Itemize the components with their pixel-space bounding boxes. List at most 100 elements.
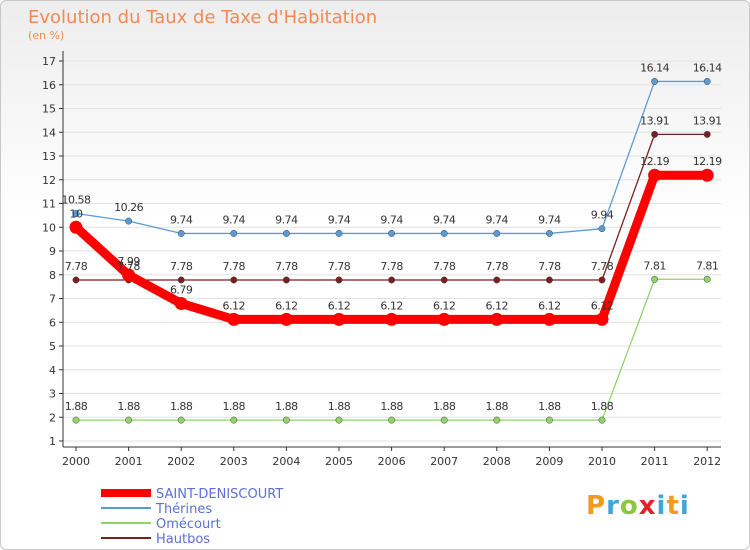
data-label-hautbos: 7.78	[433, 260, 456, 273]
series-line-saint-deniscourt	[71, 170, 712, 324]
x-tick-label: 2006	[378, 455, 406, 468]
data-point-hautbos	[493, 276, 501, 284]
data-label-hautbos: 7.78	[223, 260, 246, 273]
data-label-saint-deniscourt: 6.12	[275, 299, 298, 312]
data-point-saint-deniscourt	[595, 312, 609, 326]
data-point-saint-deniscourt	[279, 312, 293, 326]
data-point-th-rines	[282, 229, 290, 237]
data-label-saint-deniscourt: 12.19	[693, 155, 722, 168]
x-tick-label: 2011	[641, 455, 669, 468]
data-label-om-court: 1.88	[117, 400, 140, 413]
data-label-th-rines: 9.94	[591, 209, 614, 222]
data-label-saint-deniscourt: 12.19	[640, 155, 669, 168]
data-point-om-court	[440, 416, 448, 424]
data-label-om-court: 1.88	[591, 400, 614, 413]
data-point-th-rines	[545, 229, 553, 237]
data-point-saint-deniscourt	[332, 312, 346, 326]
y-tick-label: 9	[49, 245, 56, 258]
data-point-saint-deniscourt	[227, 312, 241, 326]
y-tick-label: 8	[49, 269, 56, 282]
data-label-om-court: 1.88	[223, 400, 246, 413]
proxiti-logo: Proxiti	[586, 491, 690, 521]
y-tick-label: 10	[42, 221, 56, 234]
data-label-th-rines: 9.74	[538, 213, 561, 226]
data-label-th-rines: 9.74	[486, 213, 509, 226]
legend-label: SAINT-DENISCOURT	[156, 487, 283, 502]
data-label-hautbos: 7.78	[538, 260, 561, 273]
data-label-om-court: 1.88	[328, 400, 351, 413]
data-label-hautbos: 7.78	[170, 260, 193, 273]
x-tick-label: 2002	[167, 455, 195, 468]
x-tick-label: 2003	[220, 455, 248, 468]
data-point-hautbos	[440, 276, 448, 284]
data-label-th-rines: 9.74	[223, 213, 246, 226]
data-point-th-rines	[598, 225, 606, 233]
data-label-om-court: 1.88	[486, 400, 509, 413]
y-tick-label: 12	[42, 174, 56, 187]
x-tick-label: 2008	[483, 455, 511, 468]
y-tick-label: 14	[42, 126, 56, 139]
data-point-saint-deniscourt	[437, 312, 451, 326]
data-label-th-rines: 16.14	[640, 61, 669, 74]
x-tick-label: 2005	[325, 455, 353, 468]
data-point-th-rines	[388, 229, 396, 237]
x-tick-label: 2009	[535, 455, 563, 468]
data-label-om-court: 1.88	[538, 400, 561, 413]
data-point-th-rines	[230, 229, 238, 237]
data-label-om-court: 1.88	[170, 400, 193, 413]
data-point-om-court	[651, 275, 659, 283]
data-point-hautbos	[545, 276, 553, 284]
data-label-hautbos: 13.91	[640, 114, 669, 127]
data-point-hautbos	[651, 130, 659, 138]
data-point-th-rines	[177, 229, 185, 237]
data-point-th-rines	[651, 77, 659, 85]
data-label-th-rines: 9.74	[170, 213, 193, 226]
data-point-hautbos	[177, 276, 185, 284]
y-tick-label: 1	[49, 435, 56, 448]
data-point-hautbos	[703, 130, 711, 138]
data-point-om-court	[72, 416, 80, 424]
data-point-th-rines	[125, 217, 133, 225]
data-label-hautbos: 7.78	[328, 260, 351, 273]
data-label-th-rines: 16.14	[693, 61, 722, 74]
data-point-om-court	[598, 416, 606, 424]
y-tick-label: 7	[49, 293, 56, 306]
data-point-om-court	[230, 416, 238, 424]
data-label-om-court: 1.88	[380, 400, 403, 413]
data-point-hautbos	[388, 276, 396, 284]
data-label-th-rines: 9.74	[380, 213, 403, 226]
data-label-saint-deniscourt: 6.12	[486, 299, 509, 312]
data-label-saint-deniscourt: 6.12	[591, 299, 614, 312]
data-point-th-rines	[493, 229, 501, 237]
data-point-om-court	[388, 416, 396, 424]
data-label-th-rines: 9.74	[328, 213, 351, 226]
data-point-saint-deniscourt	[69, 220, 83, 234]
data-point-saint-deniscourt	[122, 268, 136, 282]
data-label-om-court: 1.88	[433, 400, 456, 413]
data-label-hautbos: 7.78	[117, 260, 140, 273]
x-tick-label: 2007	[430, 455, 458, 468]
data-label-saint-deniscourt: 6.12	[433, 299, 456, 312]
legend-label: Hautbos	[156, 532, 210, 547]
data-point-th-rines	[703, 77, 711, 85]
data-label-om-court: 1.88	[65, 400, 88, 413]
y-tick-label: 5	[49, 340, 56, 353]
data-point-th-rines	[440, 229, 448, 237]
data-point-hautbos	[230, 276, 238, 284]
y-tick-label: 4	[49, 364, 56, 377]
y-tick-label: 2	[49, 411, 56, 424]
data-label-om-court: 7.81	[643, 259, 666, 272]
x-tick-label: 2010	[588, 455, 616, 468]
y-tick-label: 13	[42, 150, 56, 163]
chart-title: Evolution du Taux de Taxe d'Habitation	[28, 7, 378, 28]
x-tick-label: 2000	[62, 455, 90, 468]
data-point-om-court	[177, 416, 185, 424]
data-label-om-court: 1.88	[275, 400, 298, 413]
y-tick-label: 15	[42, 103, 56, 116]
data-label-th-rines: 9.74	[433, 213, 456, 226]
data-label-hautbos: 7.78	[275, 260, 298, 273]
data-point-om-court	[125, 416, 133, 424]
chart-subtitle: (en %)	[28, 29, 65, 42]
